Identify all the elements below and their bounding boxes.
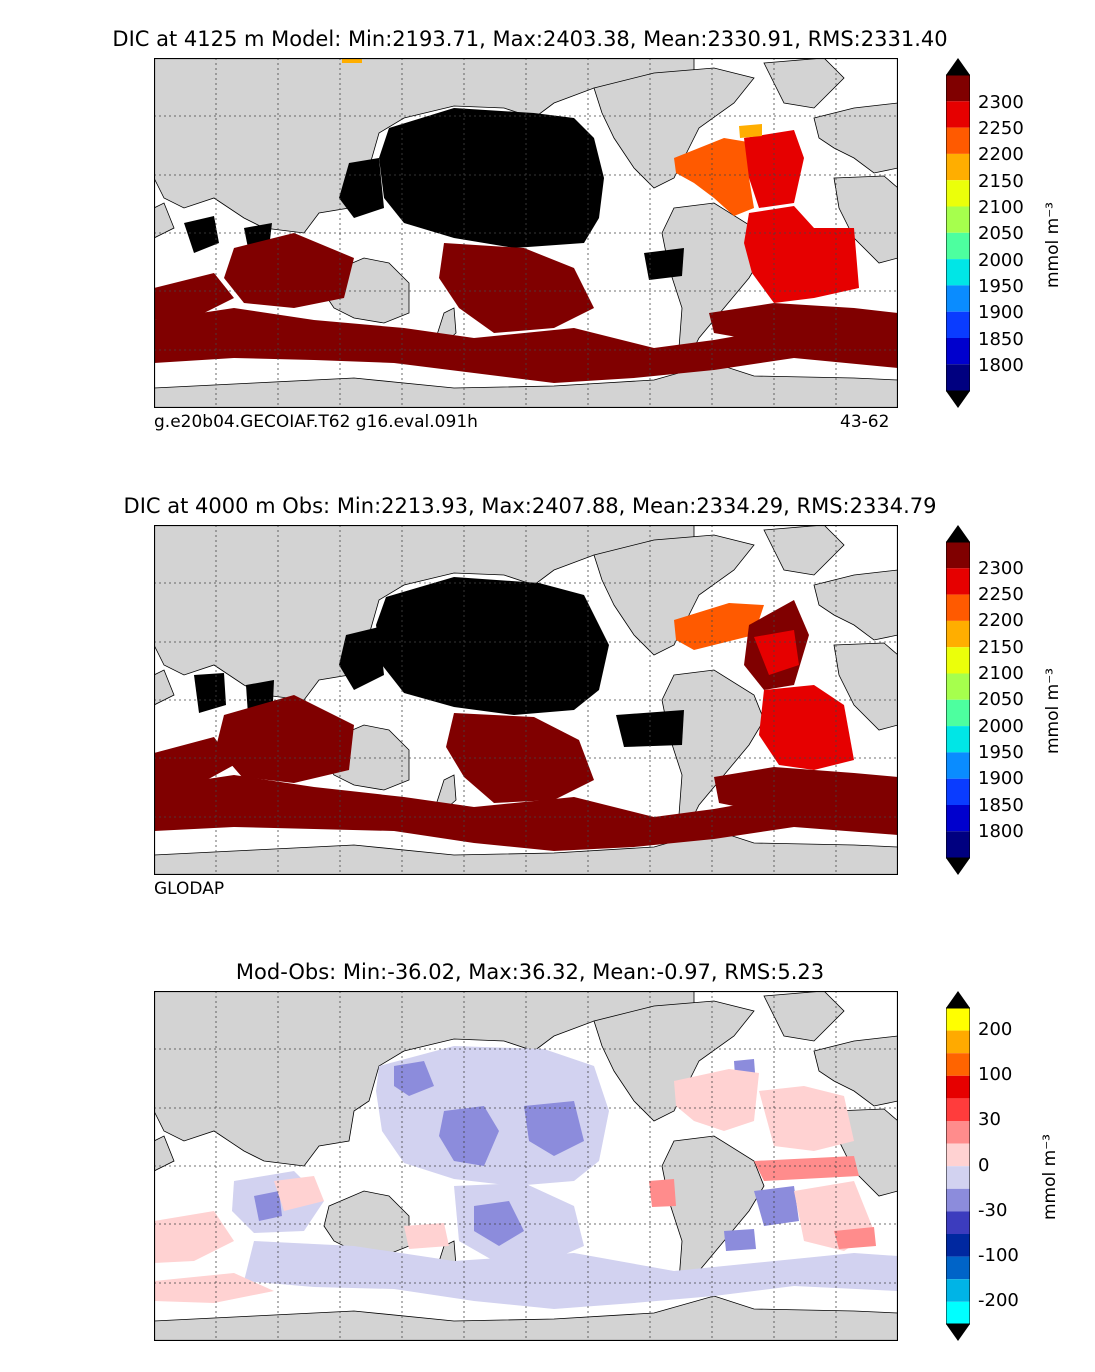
panel1-cb-tick: 2100 — [978, 197, 1024, 218]
panel1-cb-tick: 2250 — [978, 118, 1024, 139]
panel1-colorbar-svg — [945, 58, 971, 408]
panel1-case-label: g.e20b04.GECOIAF.T62 g16.eval.091h — [154, 412, 478, 432]
panel1-cb-tick: 2300 — [978, 92, 1024, 113]
panel2-cb-tick: 2050 — [978, 689, 1024, 710]
panel1-map — [154, 58, 898, 408]
panel3-colorbar-svg — [945, 991, 971, 1341]
panel3-map — [154, 991, 898, 1341]
panel3-colorbar — [945, 991, 971, 1341]
panel2-cb-tick: 1800 — [978, 821, 1024, 842]
panel3-cb-tick: 200 — [978, 1019, 1013, 1040]
panel2-title: DIC at 4000 m Obs: Min:2213.93, Max:2407… — [123, 494, 937, 518]
panel2-cb-tick: 2150 — [978, 637, 1024, 658]
panel1-cb-tick: 2150 — [978, 171, 1024, 192]
panel2-source-label: GLODAP — [154, 879, 225, 899]
panel1-cb-tick: 2050 — [978, 223, 1024, 244]
panel1-cb-tick: 1950 — [978, 276, 1024, 297]
panel2-colorbar — [945, 525, 971, 875]
panel1-cb-tick: 1850 — [978, 329, 1024, 350]
panel3-cb-tick: 100 — [978, 1064, 1013, 1085]
panel3-title: Mod-Obs: Min:-36.02, Max:36.32, Mean:-0.… — [235, 960, 825, 984]
panel1-cb-tick: 1800 — [978, 355, 1024, 376]
panel3-cb-tick: -200 — [978, 1290, 1019, 1311]
panel2-cb-tick: 1850 — [978, 795, 1024, 816]
panel1-colorbar — [945, 58, 971, 408]
panel2-map — [154, 525, 898, 875]
panel3-cb-tick: 30 — [978, 1109, 1001, 1130]
panel2-cb-tick: 2200 — [978, 610, 1024, 631]
panel2-cb-tick: 2100 — [978, 663, 1024, 684]
panel2-cb-tick: 2300 — [978, 558, 1024, 579]
panel1-cb-tick: 2200 — [978, 144, 1024, 165]
panel1-cb-tick: 2000 — [978, 250, 1024, 271]
panel1-title: DIC at 4125 m Model: Min:2193.71, Max:24… — [112, 27, 948, 51]
panel1-units-label: mmol m⁻³ — [1043, 202, 1063, 288]
panel2-units-label: mmol m⁻³ — [1043, 668, 1063, 754]
panel2-cb-tick: 1950 — [978, 742, 1024, 763]
panel1-years-label: 43-62 — [840, 412, 890, 432]
panel2-cb-tick: 1900 — [978, 768, 1024, 789]
panel3-cb-tick: 0 — [978, 1155, 990, 1176]
panel3-cb-tick: -100 — [978, 1245, 1019, 1266]
panel3-units-label: mmol m⁻³ — [1040, 1134, 1060, 1220]
panel2-cb-tick: 2000 — [978, 716, 1024, 737]
panel1-cb-tick: 1900 — [978, 302, 1024, 323]
panel3-cb-tick: -30 — [978, 1200, 1008, 1221]
panel2-colorbar-svg — [945, 525, 971, 875]
panel2-cb-tick: 2250 — [978, 584, 1024, 605]
